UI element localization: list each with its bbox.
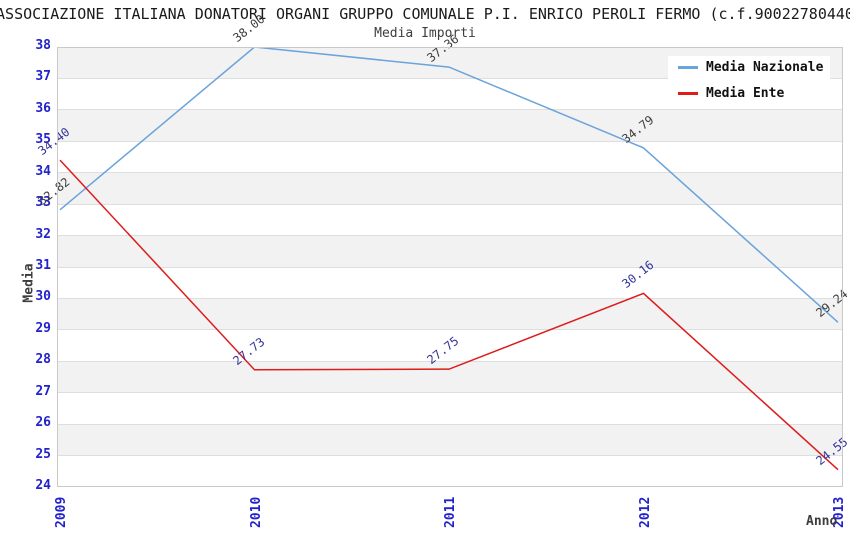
y-tick-label: 28	[35, 352, 51, 368]
plot-border	[57, 47, 843, 487]
y-tick-label: 26	[35, 415, 51, 431]
gridline	[57, 455, 843, 457]
gridline	[57, 329, 843, 331]
gridline	[57, 140, 843, 142]
chart-subtitle: Media Importi	[374, 26, 476, 41]
legend-label: Media Nazionale	[706, 60, 824, 75]
gridline	[57, 203, 843, 205]
y-tick-label: 37	[35, 69, 51, 85]
y-tick-label: 25	[35, 446, 51, 462]
y-tick-label: 36	[35, 100, 51, 116]
legend: Media Nazionale Media Ente	[668, 56, 830, 105]
y-tick-label: 33	[35, 195, 51, 211]
plot-band	[57, 361, 843, 393]
series-lines	[59, 47, 839, 471]
x-tick-label: 2011	[443, 496, 458, 528]
y-axis-title: Media	[21, 263, 37, 303]
gridline	[57, 235, 843, 237]
gridline	[57, 109, 843, 111]
y-tick-label: 29	[35, 320, 51, 336]
gridline	[57, 423, 843, 425]
gridline	[57, 392, 843, 394]
x-tick-label: 2012	[637, 496, 653, 528]
data-label: 38.00	[229, 11, 267, 46]
legend-item-media-nazionale: Media Nazionale	[668, 56, 830, 79]
legend-item-media-ente: Media Ente	[668, 82, 830, 105]
x-tick-label: 2009	[54, 496, 69, 528]
x-tick-label: 2010	[248, 496, 264, 528]
plot-band	[57, 298, 843, 330]
plot-band	[57, 235, 843, 267]
gridline	[57, 77, 843, 79]
y-tick-label: 38	[35, 38, 51, 53]
gridline	[57, 266, 843, 268]
line-media-nazionale	[59, 47, 839, 323]
y-tick-label: 31	[35, 258, 51, 273]
plot-band	[57, 172, 843, 205]
x-axis-title: Anno	[806, 514, 838, 529]
y-tick-label: 32	[35, 226, 51, 242]
y-tick-label: 35	[35, 132, 51, 148]
gridline	[57, 297, 843, 299]
legend-label: Media Ente	[706, 86, 785, 101]
chart-title: ASSOCIAZIONE ITALIANA DONATORI ORGANI GR…	[0, 5, 850, 23]
y-tick-label: 27	[35, 383, 51, 399]
legend-swatch-blue-line	[678, 66, 698, 69]
plot-band	[57, 109, 843, 142]
line-media-ente	[59, 159, 839, 471]
y-tick-label: 30	[35, 289, 51, 305]
plot-band	[57, 424, 843, 456]
gridline	[57, 172, 843, 174]
y-tick-label: 34	[35, 163, 51, 179]
gridline	[57, 360, 843, 362]
y-tick-label: 24	[35, 478, 51, 493]
legend-swatch-red-line	[678, 92, 698, 95]
